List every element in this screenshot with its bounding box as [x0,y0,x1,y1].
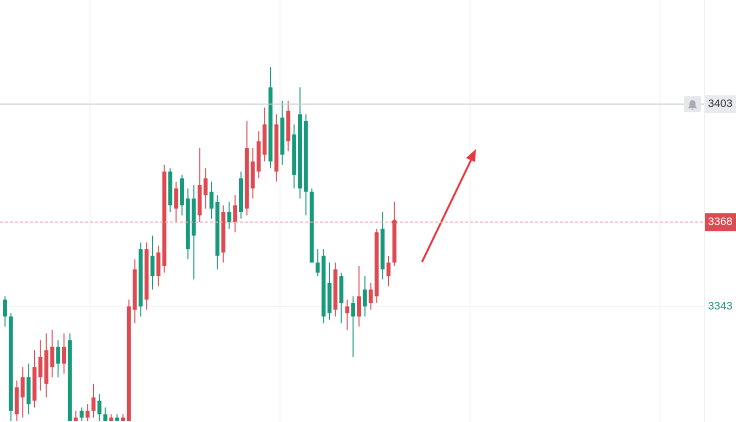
candle-body [309,191,314,263]
candle-body [362,289,367,307]
candle-body [327,282,332,314]
candle-body [156,252,161,277]
candle-body [50,346,55,368]
candle-body [3,299,7,317]
candle-body [351,303,356,317]
candle-body [386,262,391,277]
candle-body [174,188,179,209]
candle-body [298,114,302,189]
grid-vertical [89,0,661,422]
y-tick-label: 3343 [708,300,732,312]
candle-body [345,306,350,314]
candle-body [197,185,202,216]
annotation-arrow [421,149,476,263]
candle-body [67,340,72,421]
candle-body [303,121,308,192]
candle-body [180,178,184,206]
candle-body [185,198,190,250]
candle-body [85,410,90,418]
candle-body [233,205,238,223]
candle-body [32,367,37,401]
candle-body [215,201,220,256]
candle-body [239,178,243,213]
candle-body [374,232,379,297]
candle-body [321,255,326,317]
candle-body [62,346,66,364]
candle-body [138,249,143,307]
candle-body [209,191,214,209]
arrow-head [466,149,476,162]
candle-body [250,161,255,189]
candle-body [73,417,78,421]
candle-body [109,417,114,421]
candle-body [262,124,267,155]
candle-body [315,262,320,273]
candle-body [8,316,13,411]
candle-body [150,255,155,277]
candle-body [380,228,385,270]
candle-body [97,400,102,415]
candle-body [333,269,338,310]
candle-body [357,296,361,317]
candle-body [79,410,84,418]
candle-body [91,397,96,411]
candle-body [121,417,125,421]
candle-body [392,222,397,263]
candle-body [274,124,279,172]
candle-body [115,417,120,421]
candle-body [26,377,31,405]
candle-body [227,212,232,223]
candle-body [103,414,108,421]
alert-bell-icon [688,100,697,111]
candle-body [14,387,19,415]
candle-body [144,249,149,300]
candle-body [268,87,273,162]
candle-body [168,171,173,206]
candle-body [292,134,297,175]
candle-body [132,269,137,310]
last-price-label: 3368 [708,216,732,228]
candle-body [339,276,344,304]
candle-body [221,212,226,253]
alert-label-box [705,95,736,114]
candle-body [280,117,285,155]
candle-body [286,110,291,142]
candle-body [20,377,25,398]
candle-body [191,198,196,236]
candle-body [44,350,49,384]
candle-body [203,178,208,196]
candle-body [368,289,373,304]
candle-body [256,141,261,172]
last-price-dot [391,219,397,225]
candle-body [56,346,61,364]
candle-body [244,147,249,209]
candle-body [126,306,131,421]
candle-body [38,356,43,378]
candle-body [162,171,167,266]
arrow-shaft [421,157,473,263]
last-price-box [705,213,736,232]
alert-label: 3403 [708,98,732,110]
